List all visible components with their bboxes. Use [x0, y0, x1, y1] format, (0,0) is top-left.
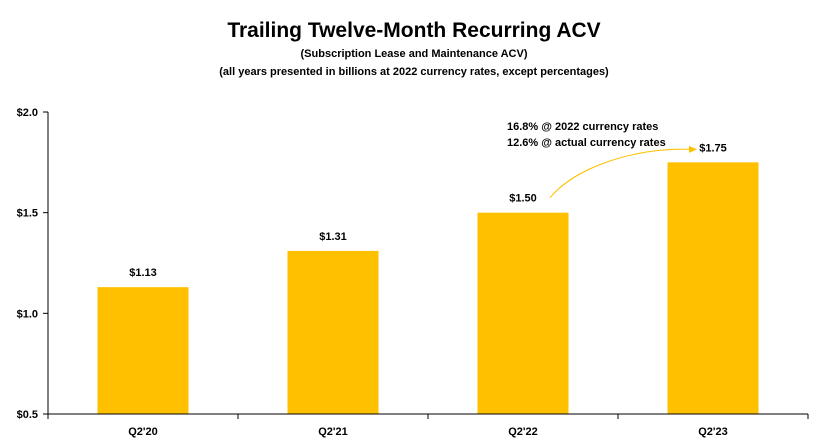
bar-data-label: $1.50 [509, 193, 537, 205]
growth-arrow [549, 148, 694, 198]
chart-title: Trailing Twelve-Month Recurring ACV [227, 19, 600, 42]
x-tick-label: Q2'20 [128, 426, 158, 438]
bar-data-label: $1.31 [319, 231, 347, 243]
x-tick-label: Q2'23 [698, 426, 728, 438]
plot-area: $1.13 Q2'20 $1.31 Q2'21 $1.50 Q2'22 $1.75 Q2'23… [17, 107, 809, 438]
chart-subtitle: (Subscription Lease and Maintenance ACV) [301, 48, 528, 60]
growth-arrowhead [689, 145, 697, 153]
y-tick-label: $2.0 [17, 107, 38, 119]
annotation-line-1: 16.8% @ 2022 currency rates [507, 121, 658, 133]
bar [667, 162, 759, 414]
bar [287, 250, 379, 414]
bar [477, 212, 569, 414]
y-tick-label: $0.5 [17, 409, 38, 421]
chart-units-note: (all years presented in billions at 2022… [219, 66, 609, 78]
x-tick-label: Q2'21 [318, 426, 348, 438]
annotation-line-2: 12.6% @ actual currency rates [507, 137, 666, 149]
bar-data-label: $1.75 [699, 142, 727, 154]
bar [97, 287, 189, 414]
y-tick-label: $1.0 [17, 308, 38, 320]
y-tick-label: $1.5 [17, 208, 38, 220]
x-tick-label: Q2'22 [508, 426, 538, 438]
bar-data-label: $1.13 [129, 267, 157, 279]
